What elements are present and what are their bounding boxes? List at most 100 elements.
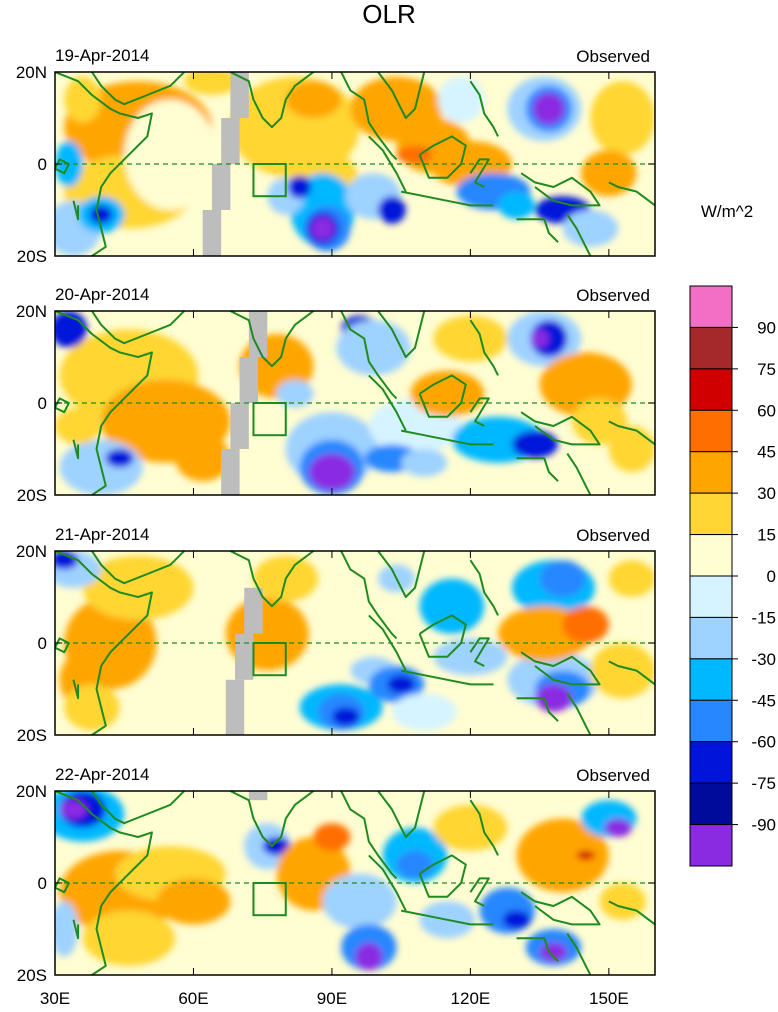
anomaly-region bbox=[479, 887, 535, 934]
anomaly-region bbox=[396, 850, 434, 879]
anomaly-region bbox=[576, 850, 595, 861]
missing-data bbox=[248, 311, 268, 357]
tick-marks bbox=[54, 310, 655, 496]
anomaly-region bbox=[590, 643, 655, 699]
anomaly-region bbox=[55, 407, 102, 445]
reference-box bbox=[252, 163, 287, 198]
colorbar-swatch bbox=[689, 616, 733, 660]
colorbar-label: 75 bbox=[757, 360, 776, 379]
colorbar-units: W/m^2 bbox=[701, 202, 753, 221]
anomaly-region bbox=[604, 818, 632, 837]
olr-anomaly-field bbox=[55, 791, 655, 975]
anomaly-region bbox=[571, 398, 628, 445]
map-panel-3: 20N 0 20S 21-Apr-2014 Observed bbox=[16, 525, 656, 745]
olr-anomaly-field bbox=[55, 551, 655, 735]
anomaly-region bbox=[311, 216, 335, 240]
anomaly-region bbox=[184, 72, 240, 95]
anomaly-region bbox=[511, 430, 559, 459]
anomaly-region bbox=[64, 684, 120, 731]
anomaly-region bbox=[433, 804, 508, 851]
anomaly-region bbox=[391, 693, 457, 731]
anomaly-region bbox=[438, 76, 485, 123]
anomaly-region bbox=[396, 145, 434, 164]
colorbar-swatch bbox=[689, 368, 733, 411]
colorbar-label: 60 bbox=[757, 401, 776, 420]
colorbar-label: 0 bbox=[767, 567, 776, 586]
anomaly-region bbox=[64, 76, 102, 123]
anomaly-region bbox=[355, 942, 383, 971]
lat-tick-label: 0 bbox=[38, 394, 47, 413]
anomaly-region bbox=[89, 205, 113, 224]
colorbar-label: -90 bbox=[751, 816, 776, 835]
lon-tick-label: 120E bbox=[451, 989, 491, 1008]
map-panels: 20N 0 20S 19-Apr-2014 Observed 20N 0 20S 20-Apr-… bbox=[16, 46, 656, 1008]
missing-data bbox=[230, 403, 249, 449]
anomaly-region bbox=[124, 99, 217, 210]
missing-data bbox=[235, 633, 254, 680]
lat-tick-label: 20N bbox=[16, 782, 47, 801]
missing-data bbox=[239, 357, 259, 403]
anomaly-region bbox=[331, 707, 360, 726]
panel-label-observed: Observed bbox=[576, 526, 650, 545]
lon-tick-label: 60E bbox=[178, 989, 208, 1008]
anomaly-region bbox=[82, 910, 175, 966]
anomaly-region bbox=[285, 81, 342, 118]
panel-date: 22-Apr-2014 bbox=[55, 765, 150, 784]
anomaly-region bbox=[82, 555, 194, 620]
lat-tick-label: 20N bbox=[16, 63, 47, 82]
colorbar-swatch bbox=[689, 658, 733, 701]
colorbar-swatch bbox=[689, 451, 733, 494]
anomaly-region bbox=[55, 901, 79, 957]
missing-data bbox=[221, 449, 240, 495]
lat-tick-label: 20N bbox=[16, 302, 47, 321]
anomaly-region bbox=[539, 560, 586, 597]
anomaly-region bbox=[608, 560, 655, 597]
anomaly-region bbox=[502, 910, 531, 929]
anomaly-region bbox=[419, 578, 485, 634]
lat-tick-label: 20S bbox=[17, 966, 47, 985]
colorbar-swatch bbox=[689, 575, 733, 618]
anomaly-region bbox=[433, 638, 508, 676]
anomaly-region bbox=[539, 942, 568, 962]
anomaly-region bbox=[308, 453, 355, 491]
colorbar-label: -15 bbox=[751, 608, 776, 627]
anomaly-region bbox=[590, 81, 655, 155]
colorbar-label: -75 bbox=[751, 774, 776, 793]
map-panel-1: 20N 0 20S 19-Apr-2014 Observed bbox=[16, 46, 656, 266]
coastlines bbox=[55, 551, 655, 735]
anomaly-region bbox=[59, 800, 88, 819]
missing-data bbox=[211, 164, 231, 210]
colorbar-swatch bbox=[689, 782, 733, 826]
panel-date: 19-Apr-2014 bbox=[55, 46, 150, 65]
lat-tick-label: 20N bbox=[16, 542, 47, 561]
anomaly-region bbox=[433, 315, 508, 362]
anomaly-region bbox=[55, 551, 79, 570]
colorbar-swatch bbox=[689, 285, 733, 328]
tick-marks bbox=[54, 550, 655, 736]
colorbar-label: 45 bbox=[757, 443, 776, 462]
missing-data bbox=[221, 118, 240, 164]
reference-box bbox=[252, 642, 287, 677]
panel-label-observed: Observed bbox=[576, 286, 650, 305]
lat-tick-label: 20S bbox=[17, 247, 47, 266]
colorbar-swatch bbox=[689, 492, 733, 536]
reference-box bbox=[252, 402, 287, 437]
colorbar-label: 90 bbox=[757, 318, 776, 337]
colorbar-label: -45 bbox=[751, 691, 776, 710]
colorbar-label: 30 bbox=[757, 484, 776, 503]
lat-tick-label: 0 bbox=[38, 874, 47, 893]
anomaly-region bbox=[378, 196, 406, 224]
anomaly-region bbox=[288, 175, 312, 199]
anomaly-region bbox=[599, 883, 646, 920]
colorbar-label: -30 bbox=[751, 650, 776, 669]
anomaly-region bbox=[175, 435, 231, 482]
anomaly-region bbox=[410, 370, 485, 417]
anomaly-region bbox=[262, 837, 291, 856]
colorbar: W/m^2 90 75 60 45 30 15 0 -15 -30 -45 -60 -75 -90 bbox=[689, 202, 776, 867]
missing-data bbox=[202, 210, 222, 256]
coastlines bbox=[55, 72, 655, 256]
anomaly-region bbox=[401, 449, 448, 477]
colorbar-swatch bbox=[689, 409, 733, 453]
colorbar-swatch bbox=[689, 326, 733, 370]
